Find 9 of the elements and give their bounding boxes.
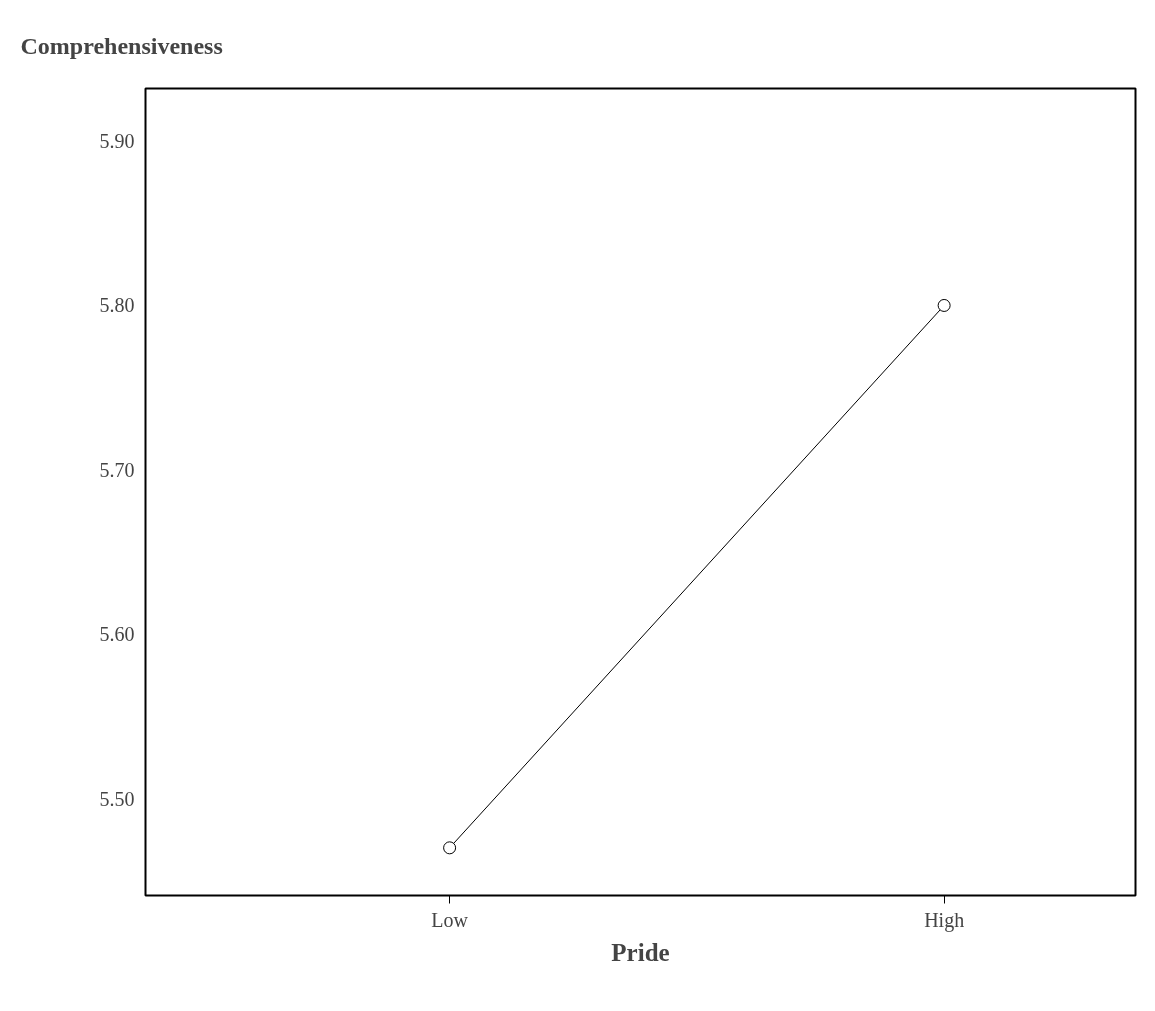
y-tick-label: 5.60 bbox=[99, 623, 135, 646]
chart-title: Comprehensiveness bbox=[20, 32, 223, 59]
x-axis-title: Pride bbox=[611, 938, 670, 966]
y-tick-label: 5.70 bbox=[99, 458, 135, 481]
y-tick-label: 5.50 bbox=[99, 787, 135, 810]
y-tick-label: 5.80 bbox=[99, 294, 135, 317]
y-tick-label: 5.90 bbox=[99, 130, 135, 153]
x-tick-label: Low bbox=[431, 908, 469, 931]
x-tick-label: High bbox=[924, 908, 965, 932]
